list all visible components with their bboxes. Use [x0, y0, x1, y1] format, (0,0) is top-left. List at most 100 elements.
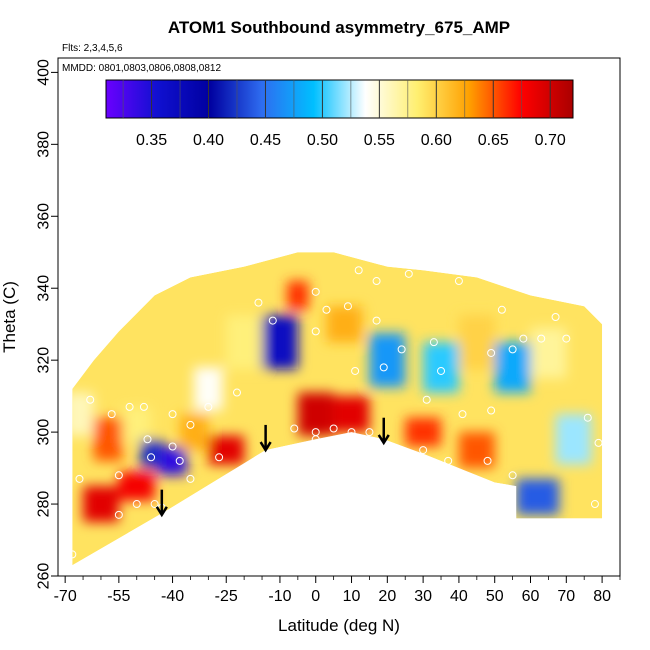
observation-point	[347, 428, 356, 437]
colorbar-tick-label: 0.70	[535, 132, 566, 149]
observation-point	[508, 471, 517, 480]
x-tick-label: 0	[311, 588, 320, 605]
colorbar-tick-label: 0.40	[193, 132, 224, 149]
x-axis: -70 -55 -40 -25 -10 0 10 20 30 40 50 60 70 80	[54, 576, 621, 605]
observation-point	[343, 302, 352, 311]
y-axis: 260 280 300 320 340 360 380 400	[36, 59, 58, 590]
observation-point	[215, 453, 224, 462]
observation-point	[483, 456, 492, 465]
dates-note: MMDD: 0801,0803,0806,0808,0812	[62, 63, 221, 74]
y-axis-label: Theta (C)	[0, 281, 19, 353]
x-tick-label: 60	[522, 588, 540, 605]
heatmap-cell	[458, 315, 495, 370]
heatmap-cell	[122, 406, 152, 443]
colorbar: 0.35 0.40 0.45 0.50 0.55 0.60 0.65 0.70	[105, 79, 574, 149]
observation-point	[429, 338, 438, 347]
heatmap-cell	[458, 432, 495, 469]
observation-point	[372, 316, 381, 325]
observation-point	[86, 395, 95, 404]
colorbar-tick-label: 0.60	[421, 132, 452, 149]
colorbar-tick-label: 0.55	[364, 132, 395, 149]
observation-point	[186, 420, 195, 429]
y-tick-label: 380	[36, 131, 53, 158]
observation-points	[68, 266, 603, 559]
observation-point	[311, 287, 320, 296]
heatmap-cell	[494, 342, 531, 393]
observation-point	[132, 500, 141, 509]
heatmap-cell	[226, 315, 263, 370]
observation-point	[508, 345, 517, 354]
x-tick-label: 30	[414, 588, 432, 605]
observation-point	[551, 313, 560, 321]
colorbar-tick-label: 0.35	[136, 132, 167, 149]
observation-point	[458, 410, 467, 419]
x-tick-label: 40	[450, 588, 468, 605]
heatmap-cell	[555, 414, 592, 465]
y-tick-label: 320	[36, 347, 53, 374]
tropopause-arrows	[155, 417, 390, 518]
observation-point	[186, 474, 195, 483]
observation-point	[68, 550, 77, 559]
observation-point	[422, 395, 431, 404]
colorbar-tick-label: 0.50	[307, 132, 338, 149]
x-tick-label: -40	[161, 588, 184, 605]
observation-point	[107, 410, 116, 419]
observation-point	[454, 277, 463, 286]
observation-point	[404, 269, 413, 278]
observation-point	[354, 266, 363, 275]
observation-point	[379, 363, 388, 372]
observation-point	[590, 500, 599, 509]
observation-point	[372, 277, 381, 286]
heatmap-cell	[516, 478, 560, 515]
observation-point	[268, 316, 277, 325]
colorbar-tick-label: 0.45	[250, 132, 281, 149]
x-tick-label: -70	[54, 588, 77, 605]
chart-title: ATOM1 Southbound asymmetry_675_AMP	[168, 18, 510, 37]
observation-point	[487, 406, 496, 415]
observation-point	[232, 388, 241, 397]
tropopause-arrow	[377, 417, 390, 446]
x-tick-label: 50	[486, 588, 504, 605]
observation-point	[322, 305, 331, 314]
colorbar-gradient	[105, 79, 574, 119]
plot-frame	[57, 57, 621, 577]
x-tick-label: 20	[378, 588, 396, 605]
x-tick-label: 80	[593, 588, 611, 605]
x-tick-label: -25	[215, 588, 238, 605]
x-tick-label: -10	[268, 588, 291, 605]
observation-point	[351, 366, 360, 375]
observation-point	[487, 348, 496, 357]
observation-point	[329, 424, 338, 433]
observation-point	[365, 428, 374, 437]
heatmap-cell	[93, 417, 123, 461]
observation-point	[114, 471, 123, 480]
y-tick-label: 280	[36, 491, 53, 518]
y-tick-label: 340	[36, 275, 53, 302]
observation-point	[562, 334, 571, 343]
observation-point	[537, 334, 546, 343]
observation-point	[583, 413, 592, 422]
heatmap-cell	[158, 446, 187, 476]
y-tick-label: 300	[36, 419, 53, 446]
observation-point	[437, 366, 446, 375]
observation-point	[168, 442, 177, 451]
observation-point	[147, 453, 156, 462]
colorbar-tick-label: 0.65	[478, 132, 509, 149]
tropopause-arrow	[155, 489, 168, 518]
observation-point	[204, 402, 213, 411]
colorbar-ticks: 0.35 0.40 0.45 0.50 0.55 0.60 0.65 0.70	[122, 80, 566, 149]
tropopause-arrow	[259, 424, 272, 453]
heatmap-cell	[405, 417, 442, 447]
observation-point	[594, 438, 603, 447]
observation-point	[125, 402, 134, 411]
observation-point	[519, 334, 528, 343]
observation-point	[444, 456, 453, 465]
heatmap-cell	[179, 414, 209, 451]
y-tick-label: 260	[36, 563, 53, 590]
observation-point	[139, 402, 148, 411]
heatmap-cell	[287, 281, 309, 310]
observation-point	[419, 446, 428, 455]
heatmap-cell	[530, 327, 567, 379]
heatmap-field	[72, 252, 603, 566]
